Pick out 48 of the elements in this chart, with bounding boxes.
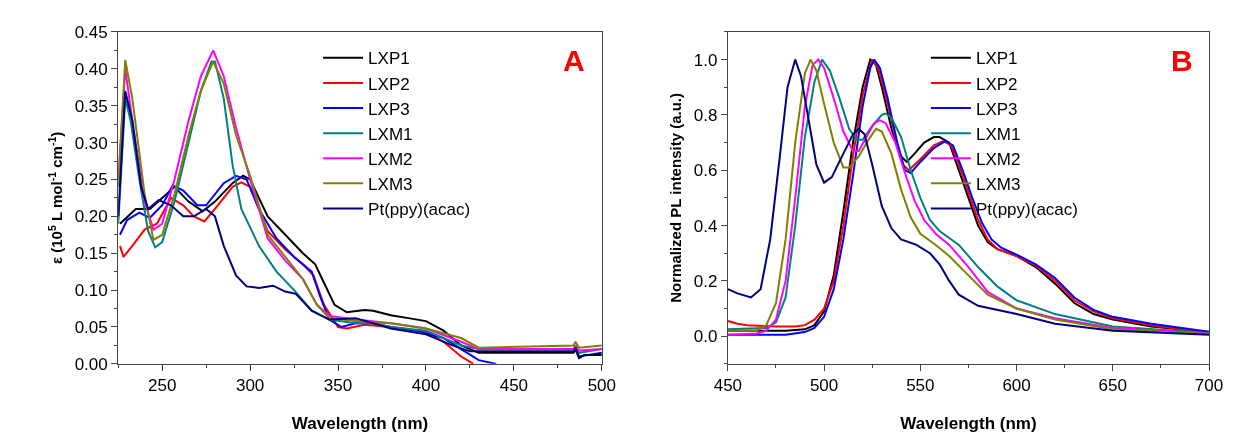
y-tick-label: 0.30 (74, 133, 108, 153)
x-tick-label: 650 (1098, 376, 1127, 396)
line-series (118, 174, 602, 359)
x-tick-label: 700 (1194, 376, 1224, 396)
legend-label: LXP2 (368, 74, 410, 94)
y-tick-label: 0.2 (693, 271, 718, 291)
legend-label: Pt(ppy)(acac) (368, 200, 471, 220)
y-tick-label: 0.15 (74, 244, 108, 264)
x-tick-label: 350 (323, 376, 353, 396)
x-axis-title: Wavelength (nm) (900, 413, 1037, 433)
legend-label: LXM1 (975, 124, 1021, 144)
x-tick-label: 500 (587, 376, 617, 396)
y-tick-label: 0.10 (74, 281, 108, 301)
legend-label: LXM2 (368, 149, 413, 169)
x-axis-title: Wavelength (nm) (291, 413, 429, 433)
legend-label: LXP3 (368, 99, 410, 119)
y-tick-label: 0.4 (693, 216, 718, 236)
x-tick-label: 250 (148, 376, 177, 396)
x-tick-label: 400 (411, 376, 441, 396)
y-tick-label: 0.45 (74, 22, 108, 42)
legend-label: LXM1 (368, 124, 413, 144)
y-tick-label: 1.0 (693, 50, 718, 70)
legend-label: LXP1 (975, 49, 1018, 69)
legend-label: LXM2 (975, 149, 1021, 169)
y-tick-label: 0.0 (693, 327, 718, 347)
y-axis-title: Normalized PL intensity (a.u.) (666, 93, 684, 303)
legend-label: LXP1 (368, 49, 410, 69)
legend-label: Pt(ppy)(acac) (975, 200, 1078, 220)
legend-label: LXP3 (975, 99, 1018, 119)
x-tick-label: 300 (235, 376, 265, 396)
y-tick-label: 0.25 (74, 170, 108, 190)
annotation: A (563, 44, 585, 77)
y-tick-label: 0.20 (74, 207, 108, 227)
x-tick-label: 550 (906, 376, 935, 396)
legend-label: LXM3 (368, 174, 413, 194)
x-tick-label: 600 (1002, 376, 1031, 396)
x-tick-label: 450 (713, 376, 743, 396)
y-tick-label: 0.00 (74, 354, 108, 374)
y-tick-label: 0.35 (74, 96, 108, 116)
x-tick-label: 500 (809, 376, 839, 396)
legend-label: LXP2 (975, 74, 1018, 94)
legend-label: LXM3 (975, 174, 1021, 194)
annotation: B (1171, 44, 1193, 77)
y-tick-label: 0.8 (693, 105, 718, 125)
x-tick-label: 450 (499, 376, 529, 396)
y-tick-label: 0.05 (74, 317, 108, 337)
y-tick-label: 0.40 (74, 59, 108, 79)
y-tick-label: 0.6 (693, 161, 718, 181)
